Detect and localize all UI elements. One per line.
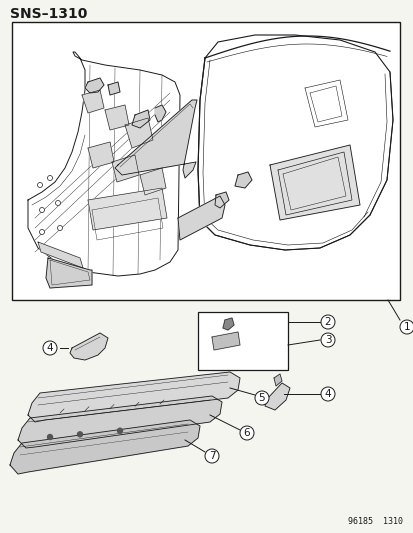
Polygon shape xyxy=(197,35,392,250)
Polygon shape xyxy=(264,383,289,410)
Circle shape xyxy=(320,315,334,329)
Circle shape xyxy=(38,182,43,188)
Polygon shape xyxy=(223,318,233,330)
Polygon shape xyxy=(88,142,114,168)
Polygon shape xyxy=(154,105,166,122)
Polygon shape xyxy=(28,52,180,276)
Circle shape xyxy=(204,449,218,463)
Circle shape xyxy=(39,207,44,213)
Circle shape xyxy=(320,333,334,347)
Polygon shape xyxy=(108,82,120,95)
Circle shape xyxy=(117,428,122,433)
Polygon shape xyxy=(132,110,150,128)
Polygon shape xyxy=(115,100,197,178)
Text: 3: 3 xyxy=(324,335,330,345)
Polygon shape xyxy=(82,90,104,113)
Polygon shape xyxy=(112,155,139,182)
Text: 7: 7 xyxy=(208,451,215,461)
Text: 5: 5 xyxy=(258,393,265,403)
Polygon shape xyxy=(140,168,166,195)
Text: 96185  1310: 96185 1310 xyxy=(347,517,402,526)
Text: 6: 6 xyxy=(243,428,250,438)
Polygon shape xyxy=(178,196,224,240)
Circle shape xyxy=(55,200,60,206)
Circle shape xyxy=(320,387,334,401)
Circle shape xyxy=(240,426,254,440)
Circle shape xyxy=(39,230,44,235)
Text: 4: 4 xyxy=(47,343,53,353)
Polygon shape xyxy=(88,188,166,230)
Polygon shape xyxy=(18,396,221,448)
Circle shape xyxy=(77,432,82,437)
Circle shape xyxy=(47,175,52,181)
Circle shape xyxy=(57,225,62,230)
Circle shape xyxy=(43,341,57,355)
Text: SNS–1310: SNS–1310 xyxy=(10,7,87,21)
Polygon shape xyxy=(125,118,153,148)
Polygon shape xyxy=(235,172,252,188)
Polygon shape xyxy=(269,145,359,220)
Polygon shape xyxy=(28,372,240,422)
Circle shape xyxy=(254,391,268,405)
Polygon shape xyxy=(214,192,228,208)
Circle shape xyxy=(47,434,52,440)
Polygon shape xyxy=(38,242,83,268)
Polygon shape xyxy=(46,258,92,288)
Polygon shape xyxy=(70,333,108,360)
Text: 2: 2 xyxy=(324,317,330,327)
Polygon shape xyxy=(85,78,104,93)
Text: 1: 1 xyxy=(403,322,409,332)
Polygon shape xyxy=(10,420,199,474)
Polygon shape xyxy=(105,105,129,130)
Text: 4: 4 xyxy=(324,389,330,399)
Polygon shape xyxy=(273,374,281,386)
Bar xyxy=(12,22,399,300)
Bar xyxy=(197,312,287,370)
Polygon shape xyxy=(211,332,240,350)
Circle shape xyxy=(399,320,413,334)
